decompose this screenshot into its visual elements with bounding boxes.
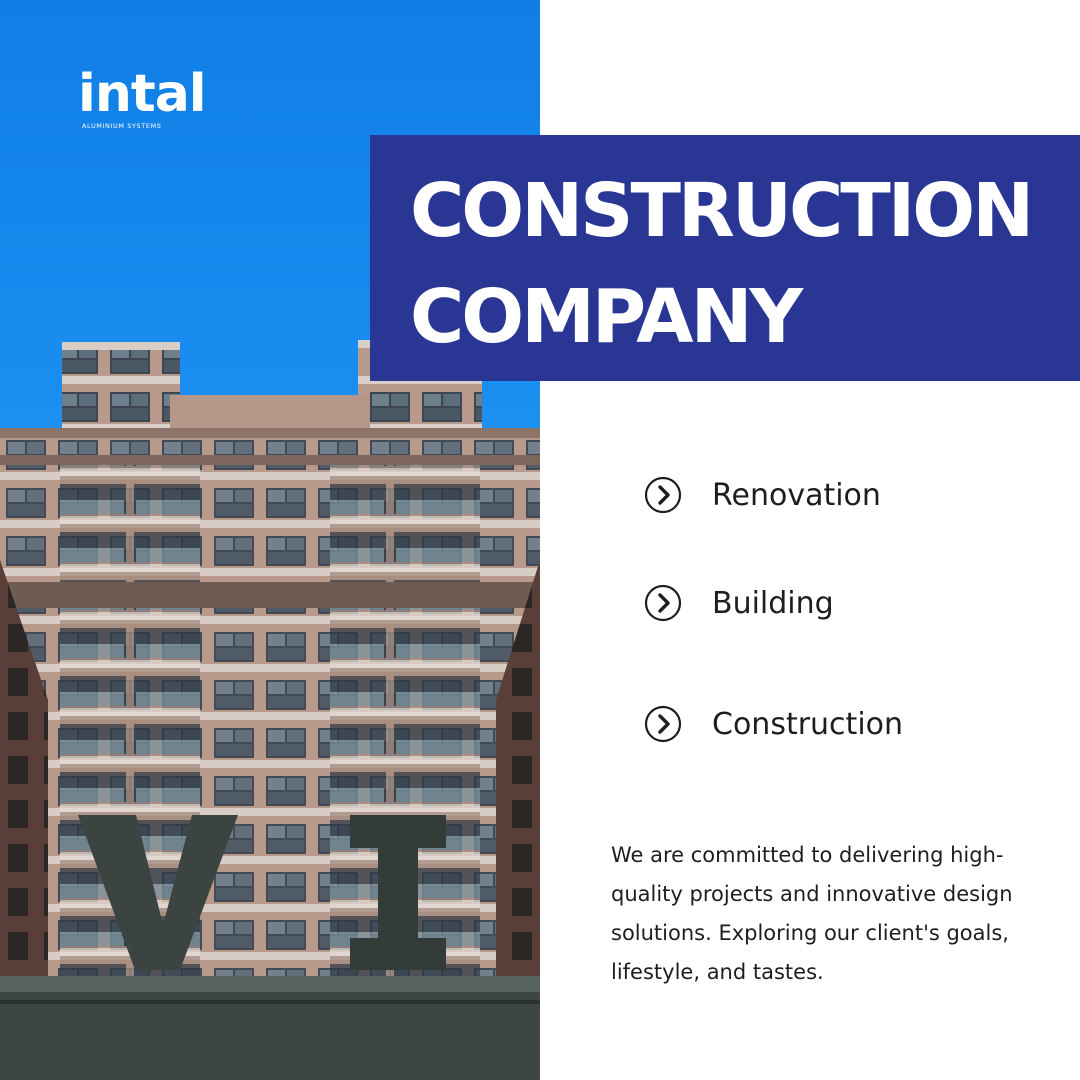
chevron-circle-icon (644, 476, 682, 514)
headline-line-2: COMPANY (410, 274, 803, 360)
service-label: Construction (712, 706, 904, 742)
brand-logo: intal ALUMINIUM SYSTEMS (78, 66, 218, 130)
headline-line-1: CONSTRUCTION (410, 168, 1034, 254)
building-illustration (0, 340, 540, 1080)
logo-tagline: ALUMINIUM SYSTEMS (82, 122, 162, 130)
logo-wordmark: intal (78, 64, 207, 124)
company-description: We are committed to delivering high-qual… (611, 843, 1013, 984)
headline-box: CONSTRUCTION COMPANY (370, 135, 1080, 381)
chevron-circle-icon (644, 584, 682, 622)
service-item-construction: Construction (644, 704, 903, 744)
service-item-renovation: Renovation (644, 475, 881, 515)
service-label: Building (712, 585, 834, 621)
service-item-building: Building (644, 583, 834, 623)
chevron-circle-icon (644, 705, 682, 743)
service-label: Renovation (712, 477, 881, 513)
